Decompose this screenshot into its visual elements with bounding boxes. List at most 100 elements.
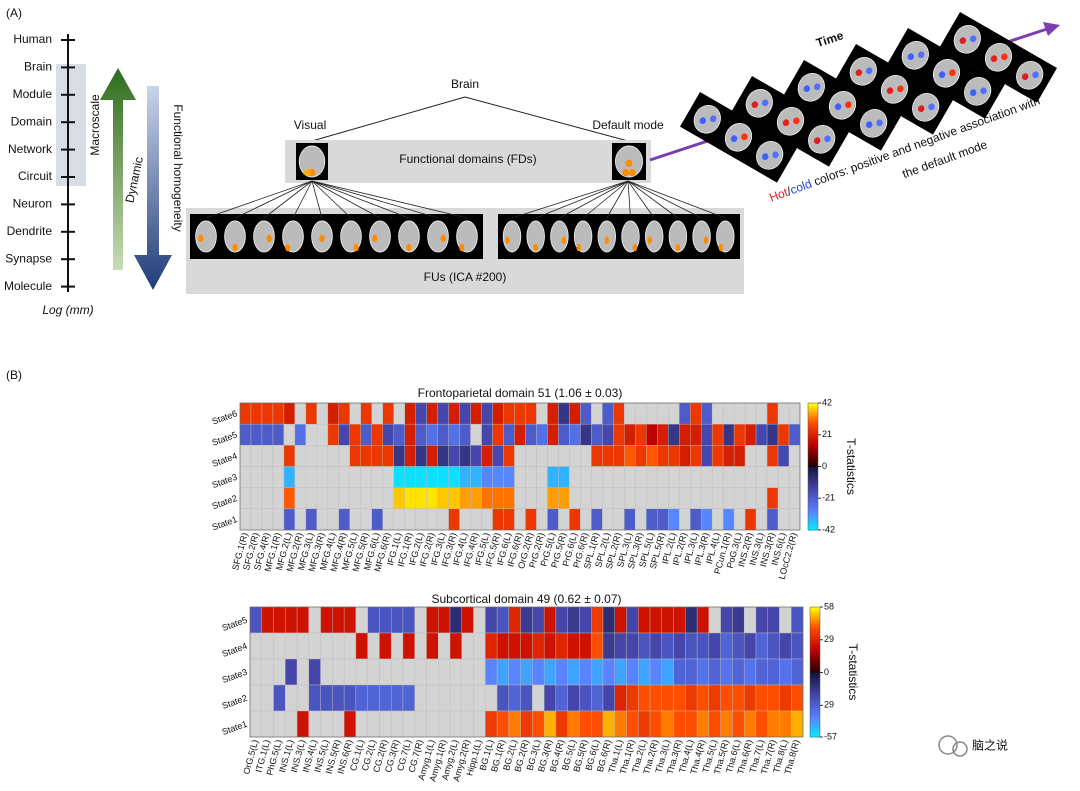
heatmap-cell bbox=[261, 508, 274, 531]
colorbar-step bbox=[808, 523, 818, 527]
heatmap-cell bbox=[470, 402, 482, 425]
colorbar-step bbox=[808, 521, 818, 525]
brain-blob bbox=[353, 243, 359, 252]
heatmap-cell bbox=[755, 710, 768, 738]
brain-thumb bbox=[398, 220, 420, 253]
colorbar-step bbox=[810, 611, 820, 614]
heatmap-cell bbox=[273, 632, 286, 660]
fan-edge bbox=[311, 180, 468, 219]
heatmap-cell bbox=[320, 684, 333, 712]
heatmap-cell bbox=[520, 632, 533, 660]
heatmap-cell bbox=[732, 684, 745, 712]
heatmap-cell bbox=[470, 466, 482, 488]
heatmap-cell bbox=[355, 632, 368, 660]
heatmap-cell bbox=[481, 466, 493, 488]
heatmap-cell bbox=[503, 487, 515, 510]
heatmap-cell bbox=[668, 423, 680, 446]
heatmap-cell bbox=[239, 402, 252, 425]
colorbar-tick-label: 0 bbox=[822, 461, 827, 471]
heatmap-cell bbox=[316, 445, 329, 467]
heatmap-cell bbox=[788, 487, 801, 510]
heatmap-cell bbox=[685, 710, 698, 738]
heatmap-cell bbox=[614, 606, 627, 634]
colorbar-step bbox=[810, 685, 820, 688]
heatmap-cell bbox=[426, 508, 438, 531]
tree-edge bbox=[311, 96, 466, 142]
colorbar-step bbox=[808, 506, 818, 510]
heatmap-cell bbox=[567, 710, 580, 738]
colorbar-step bbox=[810, 648, 820, 651]
heatmap-cell bbox=[379, 658, 392, 686]
heatmap-cell bbox=[393, 487, 405, 510]
heatmap-cell bbox=[332, 658, 345, 686]
heatmap-frame bbox=[249, 606, 804, 738]
heatmap-cell bbox=[685, 658, 698, 686]
heatmap-cell bbox=[285, 606, 298, 634]
brain-blob bbox=[772, 151, 779, 159]
fan-edge bbox=[582, 180, 629, 219]
heatmap-title: Subcortical domain 49 (0.62 ± 0.07) bbox=[431, 592, 621, 606]
colorbar-step bbox=[808, 436, 818, 440]
heatmap-cell bbox=[343, 710, 357, 738]
colorbar-step bbox=[810, 728, 820, 731]
heatmap-cell bbox=[673, 632, 686, 660]
heatmap-cell bbox=[525, 402, 537, 425]
heatmap-cell bbox=[415, 445, 427, 467]
heatmap-cell bbox=[371, 466, 383, 488]
brain-blob bbox=[730, 135, 738, 143]
brain-thumb bbox=[645, 220, 664, 253]
heatmap-cell bbox=[449, 684, 462, 712]
heatmap-cell bbox=[777, 402, 790, 425]
heatmap-cell bbox=[327, 423, 340, 446]
colorbar-step bbox=[810, 721, 820, 725]
heatmap-cell bbox=[591, 445, 603, 467]
heatmap-cell bbox=[492, 445, 504, 467]
colorbar-step bbox=[810, 724, 820, 727]
heatmap-cell bbox=[459, 445, 471, 467]
colorbar-step bbox=[808, 487, 818, 491]
heatmap-cell bbox=[308, 606, 321, 634]
heatmap-cell bbox=[496, 606, 510, 634]
colorbar-step bbox=[810, 682, 820, 686]
heatmap-cell bbox=[249, 632, 262, 660]
heatmap-cell bbox=[779, 606, 792, 634]
scale-level: Neuron bbox=[13, 197, 52, 211]
heatmap-cell bbox=[689, 466, 702, 488]
brain-blob bbox=[741, 133, 748, 141]
heatmap-cell bbox=[415, 466, 427, 488]
brain-blob bbox=[232, 243, 238, 252]
heatmap-cell bbox=[481, 423, 493, 446]
heatmap-cell bbox=[360, 466, 372, 488]
heatmap-cell bbox=[485, 632, 498, 660]
colorbar-step bbox=[810, 700, 820, 703]
heatmap-cell bbox=[360, 487, 372, 510]
brain-blob bbox=[1001, 53, 1008, 61]
heatmap-cell bbox=[555, 632, 568, 660]
heatmap-cell bbox=[536, 487, 548, 510]
heatmap-cell bbox=[402, 606, 415, 634]
heatmap-cell bbox=[679, 423, 691, 446]
heatmap-cell bbox=[602, 632, 615, 660]
heatmap-cell bbox=[296, 606, 310, 634]
heatmap-cell bbox=[294, 466, 307, 488]
heatmap-cell bbox=[547, 487, 559, 510]
heatmap-cell bbox=[602, 606, 615, 634]
fan-edge bbox=[311, 180, 439, 219]
heatmap-cell bbox=[249, 606, 262, 634]
heatmap-cell bbox=[355, 710, 368, 738]
heatmap-cell bbox=[492, 508, 504, 531]
heatmap-cell bbox=[649, 684, 663, 712]
heatmap-cell bbox=[459, 402, 471, 425]
colorbar-step bbox=[810, 613, 820, 617]
heatmap-cell bbox=[755, 466, 768, 488]
colorbar-step bbox=[810, 680, 820, 684]
heatmap-cell bbox=[624, 508, 636, 531]
heatmap-cell bbox=[283, 402, 296, 425]
heatmap-cell bbox=[520, 658, 533, 686]
heatmap-cell bbox=[613, 423, 625, 446]
heatmap-cell bbox=[327, 508, 340, 531]
heatmap-cell bbox=[591, 710, 604, 738]
colorbar-step bbox=[808, 466, 818, 470]
heatmap-cell bbox=[261, 684, 274, 712]
heatmap-cell bbox=[614, 632, 627, 660]
